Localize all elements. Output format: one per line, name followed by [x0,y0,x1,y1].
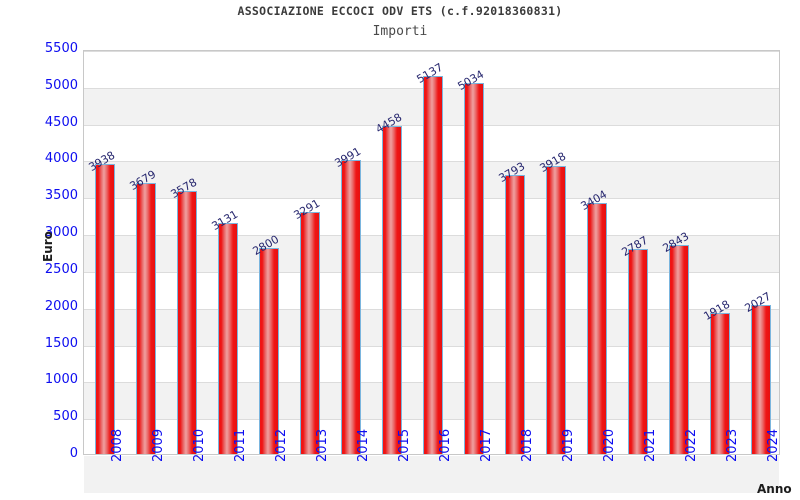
y-axis-tick-label: 2000 [44,298,78,314]
bar[interactable] [381,125,402,454]
bar[interactable] [586,203,607,454]
bar[interactable] [217,223,238,454]
x-axis-tick-label: 2014 [355,428,371,462]
y-axis-tick-label: 3500 [44,188,78,204]
x-axis-title: Anno [757,482,792,496]
bar[interactable] [299,211,320,454]
y-axis-tick-label: 3000 [44,225,78,241]
bar[interactable] [258,247,279,454]
y-axis-tick-label: 2500 [44,261,78,277]
bar[interactable] [627,248,648,454]
bar[interactable] [709,312,730,454]
x-axis-tick-label: 2023 [724,428,740,462]
bar[interactable] [545,165,566,454]
bar[interactable] [176,190,197,454]
x-axis-tick-label: 2018 [519,428,535,462]
chart-subtitle: Importi [372,24,428,39]
y-axis-tick-label: 4500 [44,114,78,130]
bar[interactable] [668,244,689,454]
x-axis-tick-label: 2009 [150,428,166,462]
plot-area: 3938 3679 3578 3131 2800 3291 3991 4458 5137 5034… [83,50,780,493]
bar[interactable] [135,183,156,454]
bar[interactable] [463,83,484,454]
y-axis-tick-labels: 0 500 1000 1500 2000 2500 3000 3500 4000 4500 5000… [0,0,78,500]
x-axis-tick-label: 2011 [232,428,248,462]
y-axis-tick-label: 4000 [44,151,78,167]
x-axis-tick-label: 2015 [396,428,412,462]
y-axis-tick-label: 5500 [44,41,78,56]
x-axis-tick-label: 2017 [478,428,494,462]
x-axis-tick-label: 2020 [601,428,617,462]
chart-title: ASSOCIAZIONE ECCOCI ODV ETS (c.f.9201836… [237,4,563,18]
x-axis-tick-label: 2008 [109,428,125,462]
x-axis-tick-label: 2013 [314,428,330,462]
y-axis-title: Euro [41,231,55,262]
y-axis-tick-label: 500 [53,409,78,425]
x-axis-tick-label: 2022 [683,428,699,462]
bar[interactable] [504,174,525,454]
y-axis-tick-label: 5000 [44,77,78,93]
y-axis-tick-label: 1000 [44,372,78,388]
x-axis-tick-label: 2010 [191,428,207,462]
y-axis-tick-label: 1500 [44,335,78,351]
x-axis-tick-label: 2016 [437,428,453,462]
bar[interactable] [750,304,771,454]
y-axis-tick-label: 0 [69,446,78,461]
bar[interactable] [94,164,115,454]
x-axis-tick-label: 2024 [765,428,781,462]
bar[interactable] [422,75,443,454]
gridline [84,51,779,52]
x-axis-tick-label: 2019 [560,428,576,462]
bar[interactable] [340,160,361,454]
x-axis-tick-label: 2012 [273,428,289,462]
x-axis-tick-label: 2021 [642,428,658,462]
background-band [84,456,779,493]
